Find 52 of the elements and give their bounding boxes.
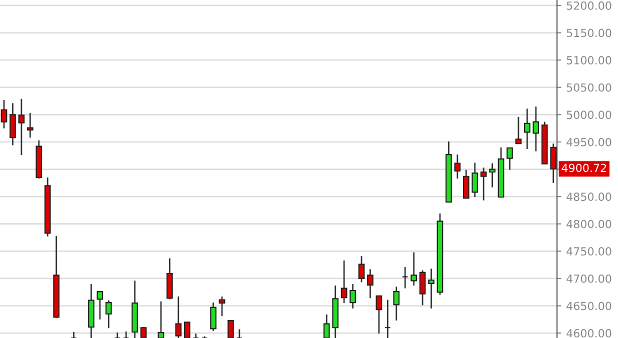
candlestick — [158, 300, 164, 338]
candlestick — [472, 162, 478, 198]
candlestick — [10, 102, 16, 146]
candlestick — [70, 331, 77, 338]
candlestick — [402, 266, 408, 290]
candlestick — [376, 295, 382, 334]
y-tick-label: 4950.00 — [566, 138, 612, 146]
y-tick-label: 5050.00 — [566, 83, 612, 92]
candlestick — [506, 147, 513, 171]
y-tick-label: 4750.00 — [566, 247, 612, 256]
candlestick — [532, 106, 540, 152]
candlestick — [462, 169, 470, 199]
y-tick-label: 4800.00 — [566, 220, 612, 228]
candlestick — [140, 326, 147, 338]
candlestick — [236, 328, 243, 338]
y-tick-label: 5100.00 — [566, 56, 612, 64]
candlestick — [489, 162, 496, 188]
candlestick — [358, 255, 365, 283]
candlestick — [114, 332, 121, 338]
candlestick — [18, 98, 25, 156]
candlestick — [367, 268, 374, 299]
candlestick — [210, 302, 216, 332]
candlestick — [175, 296, 182, 338]
candlestick — [393, 286, 400, 322]
y-tick-label: 5000.00 — [566, 110, 612, 120]
candlestick — [515, 116, 522, 144]
candlestick — [96, 290, 104, 320]
candlestick — [105, 300, 112, 329]
candlestick — [340, 260, 348, 304]
y-tick-label: 4650.00 — [566, 302, 612, 310]
candlestick — [192, 332, 200, 338]
text: 4900.72 — [562, 164, 606, 172]
y-tick-label: 4600.00 — [566, 329, 612, 338]
candlestick — [410, 252, 417, 286]
candlestick — [27, 112, 34, 138]
y-tick-label: 4700.00 — [566, 274, 612, 283]
candlestick — [323, 314, 330, 338]
y-tick-label: 5200.00 — [566, 1, 612, 10]
candlestick — [228, 320, 234, 338]
candlestick — [480, 166, 487, 202]
candlestick — [0, 99, 8, 130]
y-tick-label: 5150.00 — [566, 28, 612, 38]
candlestick — [524, 108, 530, 150]
candlestick — [184, 322, 190, 338]
candlestick — [428, 268, 434, 310]
candlestick — [122, 330, 130, 338]
candlestick — [454, 154, 461, 180]
candlestick — [384, 299, 391, 338]
y-tick-label: 4850.00 — [566, 192, 612, 201]
candlestick — [419, 270, 426, 306]
candlestick — [350, 283, 356, 310]
candlestick — [218, 296, 226, 317]
